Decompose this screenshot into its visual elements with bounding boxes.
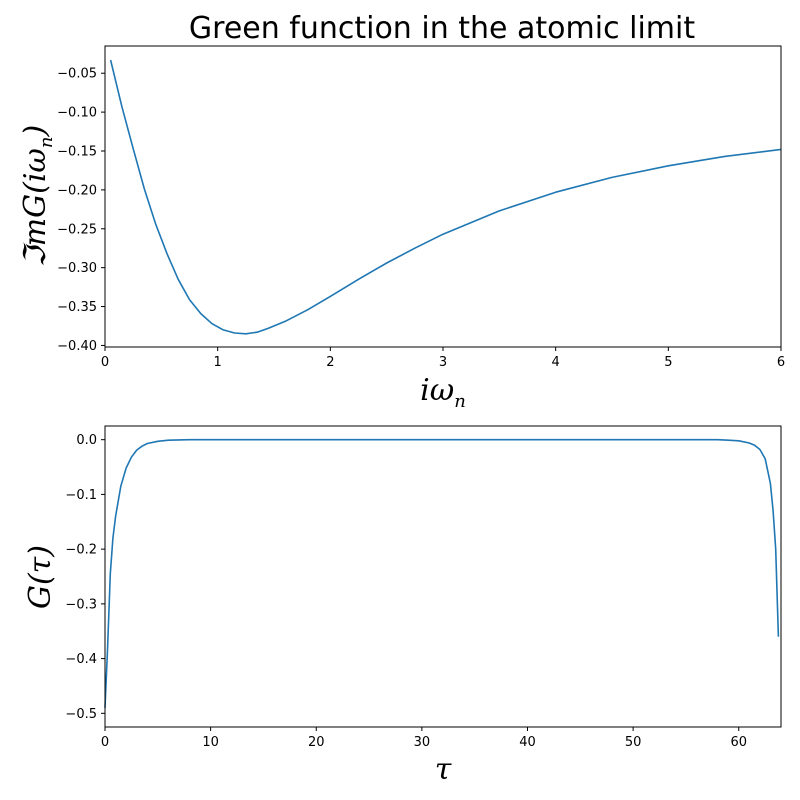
bottom-y-tick-label: −0.2: [65, 543, 97, 558]
bottom-x-tick-label: 0: [101, 735, 109, 750]
top-y-tick-label: −0.30: [57, 261, 97, 276]
top-plot-area: 0 1 2 3 4 5 6 −0.40 −0.35 −0.30 −0.25 −0.20 −0.15 −0.…: [57, 59, 785, 370]
bottom-x-tick-label: 10: [202, 735, 219, 750]
bottom-x-tick-label: 40: [519, 735, 536, 750]
top-y-tick-label: −0.40: [57, 339, 97, 354]
top-y-label-main: ℑmG(iω: [18, 148, 53, 267]
bottom-y-tick-label: −0.3: [65, 597, 97, 612]
top-x-axis-label: iωn: [420, 373, 466, 412]
bottom-x-tick-label: 20: [308, 735, 325, 750]
top-y-axis-label: ℑmG(iωn): [18, 125, 57, 267]
bottom-y-tick-label: −0.1: [65, 488, 97, 503]
top-axes-frame: [104, 45, 782, 348]
bottom-x-axis-label: τ: [435, 752, 452, 787]
top-y-tick-label: −0.15: [57, 145, 97, 160]
top-y-tick-label: −0.05: [57, 67, 97, 82]
bottom-x-tick-label: 60: [730, 735, 747, 750]
top-x-tick-label: 1: [214, 355, 222, 370]
top-x-tick-label: 2: [326, 355, 334, 370]
bottom-x-tick-label: 50: [625, 735, 642, 750]
bottom-axes-frame: [104, 425, 782, 728]
top-y-tick-label: −0.10: [57, 106, 97, 121]
top-x-tick-label: 0: [101, 355, 109, 370]
bottom-y-tick-label: −0.5: [65, 707, 97, 722]
top-x-tick-label: 3: [439, 355, 447, 370]
top-x-tick-label: 5: [664, 355, 672, 370]
top-x-tick-label: 6: [777, 355, 785, 370]
bottom-y-tick-label: 0.0: [76, 433, 97, 448]
bottom-y-axis-label: G(τ): [23, 545, 58, 609]
top-x-label-main: iω: [420, 373, 454, 408]
top-y-tick-label: −0.25: [57, 222, 97, 237]
top-y-tick-label: −0.35: [57, 300, 97, 315]
top-y-label-subscript: n: [36, 137, 57, 149]
top-x-tick-label: 4: [552, 355, 560, 370]
bottom-y-tick-label: −0.4: [65, 652, 97, 667]
chart-title: Green function in the atomic limit: [189, 11, 695, 46]
top-x-label-subscript: n: [454, 391, 466, 412]
bottom-plot-area: 0 10 20 30 40 50 60 −0.5 −0.4 −0.3 −0.2 −0.1 0.0: [65, 433, 780, 750]
bottom-x-tick-label: 30: [414, 735, 431, 750]
top-y-tick-label: −0.20: [57, 183, 97, 198]
top-chart: Green function in the atomic limit 0 1 2 3 4…: [18, 11, 785, 412]
bottom-series-line: [104, 438, 780, 708]
top-y-label-close: ): [18, 125, 53, 138]
top-series-line: [109, 59, 782, 335]
bottom-chart: 0 10 20 30 40 50 60 −0.5 −0.4 −0.3 −0.2 −0.1 0.0 τ G…: [23, 425, 782, 787]
